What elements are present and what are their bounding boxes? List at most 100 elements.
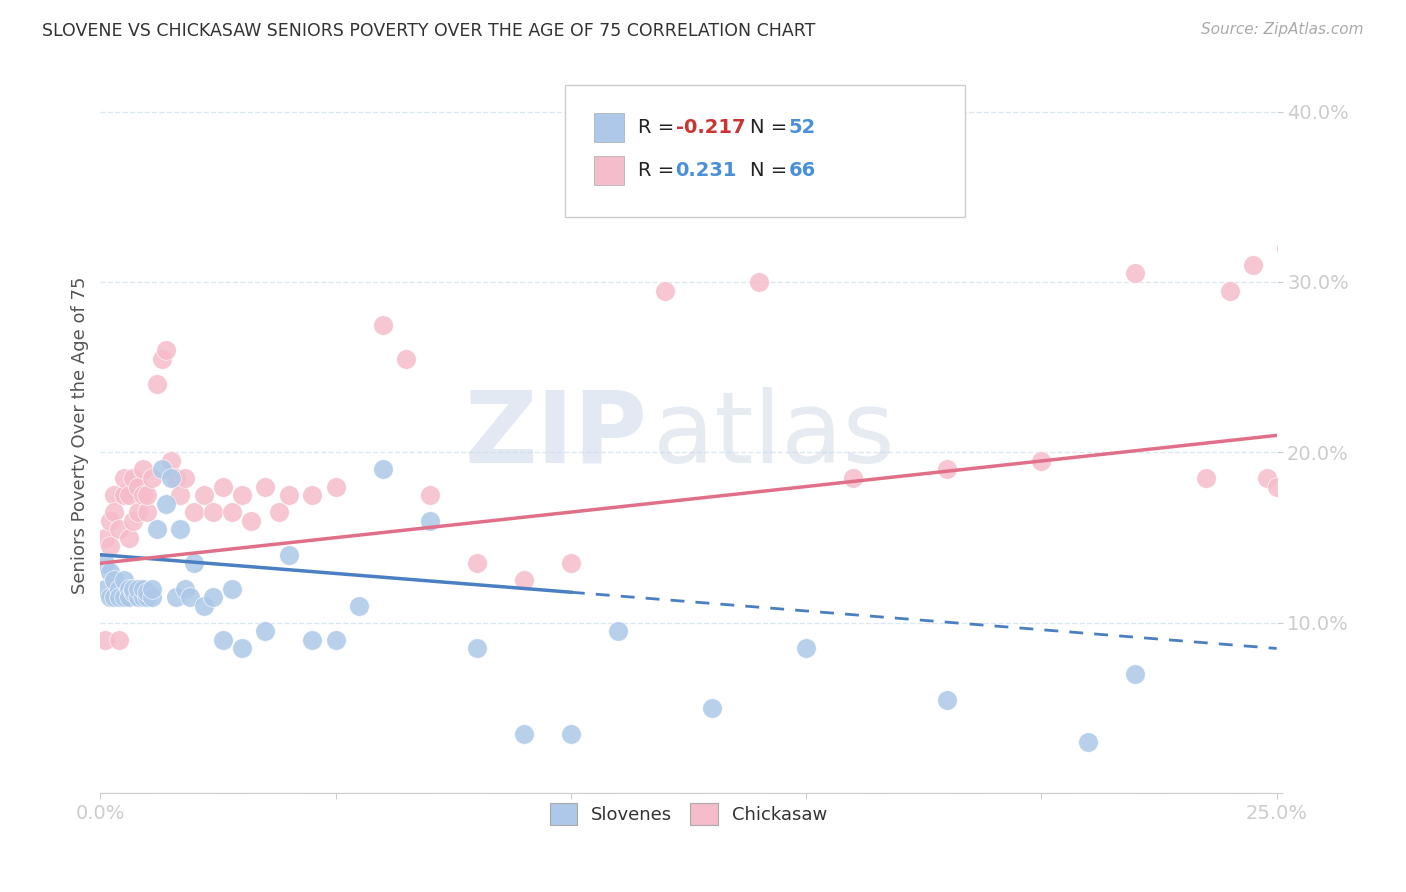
Point bbox=[1219, 284, 1241, 298]
Point bbox=[1125, 267, 1147, 281]
Point bbox=[1384, 471, 1406, 485]
Point bbox=[193, 599, 215, 613]
Point bbox=[748, 275, 770, 289]
Text: SLOVENE VS CHICKASAW SENIORS POVERTY OVER THE AGE OF 75 CORRELATION CHART: SLOVENE VS CHICKASAW SENIORS POVERTY OVE… bbox=[42, 22, 815, 40]
Text: Source: ZipAtlas.com: Source: ZipAtlas.com bbox=[1201, 22, 1364, 37]
Point bbox=[122, 471, 145, 485]
Point bbox=[560, 727, 582, 741]
Text: R =: R = bbox=[638, 161, 686, 180]
Point bbox=[254, 479, 277, 493]
Point bbox=[183, 556, 205, 570]
Point bbox=[1265, 479, 1288, 493]
Point bbox=[1077, 735, 1099, 749]
Point bbox=[231, 488, 253, 502]
Point bbox=[465, 556, 488, 570]
Point bbox=[269, 505, 291, 519]
Point bbox=[277, 548, 299, 562]
Point bbox=[465, 641, 488, 656]
Point bbox=[141, 471, 163, 485]
Point bbox=[98, 514, 121, 528]
Point bbox=[202, 591, 225, 605]
Text: 0.231: 0.231 bbox=[675, 161, 737, 180]
Point bbox=[127, 505, 149, 519]
Point bbox=[239, 514, 262, 528]
Point bbox=[211, 479, 233, 493]
Point bbox=[155, 497, 177, 511]
Point bbox=[221, 582, 243, 596]
Point bbox=[174, 582, 197, 596]
Point bbox=[160, 454, 183, 468]
Point bbox=[169, 522, 191, 536]
Point bbox=[606, 624, 628, 639]
Point bbox=[165, 471, 187, 485]
FancyBboxPatch shape bbox=[595, 113, 624, 142]
Point bbox=[136, 505, 159, 519]
Text: atlas: atlas bbox=[654, 387, 894, 483]
Point bbox=[117, 531, 139, 545]
Point bbox=[1125, 667, 1147, 681]
Point bbox=[127, 582, 149, 596]
Point bbox=[1275, 241, 1298, 255]
Point bbox=[94, 632, 117, 647]
Point bbox=[127, 591, 149, 605]
Point bbox=[513, 727, 536, 741]
Point bbox=[98, 565, 121, 579]
Point bbox=[127, 479, 149, 493]
Point bbox=[94, 531, 117, 545]
Point bbox=[165, 591, 187, 605]
Point bbox=[131, 462, 153, 476]
Point bbox=[325, 632, 347, 647]
Point bbox=[150, 351, 173, 366]
Point bbox=[1031, 454, 1053, 468]
Point bbox=[117, 488, 139, 502]
Point bbox=[301, 488, 323, 502]
Point bbox=[122, 582, 145, 596]
Point bbox=[141, 591, 163, 605]
Point bbox=[146, 522, 169, 536]
Point bbox=[122, 585, 145, 599]
Point bbox=[419, 514, 441, 528]
Point bbox=[103, 505, 125, 519]
Point bbox=[141, 582, 163, 596]
Point bbox=[1289, 292, 1312, 306]
Point bbox=[325, 479, 347, 493]
Point bbox=[419, 488, 441, 502]
Point bbox=[103, 591, 125, 605]
Point bbox=[117, 582, 139, 596]
Text: -0.217: -0.217 bbox=[675, 118, 745, 137]
Point bbox=[103, 488, 125, 502]
Point bbox=[254, 624, 277, 639]
Point bbox=[136, 488, 159, 502]
Point bbox=[108, 522, 131, 536]
Point bbox=[136, 585, 159, 599]
Point bbox=[794, 641, 817, 656]
Point bbox=[936, 692, 959, 706]
Text: N =: N = bbox=[749, 161, 793, 180]
Point bbox=[136, 591, 159, 605]
Point bbox=[231, 641, 253, 656]
Point bbox=[94, 582, 117, 596]
Point bbox=[94, 556, 117, 570]
Point bbox=[513, 574, 536, 588]
Point bbox=[169, 488, 191, 502]
Point bbox=[371, 318, 394, 332]
Point bbox=[131, 582, 153, 596]
Text: 66: 66 bbox=[789, 161, 815, 180]
Point bbox=[103, 574, 125, 588]
Point bbox=[183, 505, 205, 519]
Point bbox=[1256, 471, 1278, 485]
Point bbox=[155, 343, 177, 358]
Point bbox=[371, 462, 394, 476]
Point bbox=[936, 462, 959, 476]
Point bbox=[112, 591, 135, 605]
Point bbox=[700, 701, 723, 715]
Text: ZIP: ZIP bbox=[464, 387, 647, 483]
Point bbox=[112, 488, 135, 502]
Point bbox=[193, 488, 215, 502]
Point bbox=[98, 591, 121, 605]
Text: 52: 52 bbox=[789, 118, 815, 137]
Point bbox=[122, 514, 145, 528]
Point bbox=[211, 632, 233, 647]
Point bbox=[146, 377, 169, 392]
Point bbox=[150, 462, 173, 476]
